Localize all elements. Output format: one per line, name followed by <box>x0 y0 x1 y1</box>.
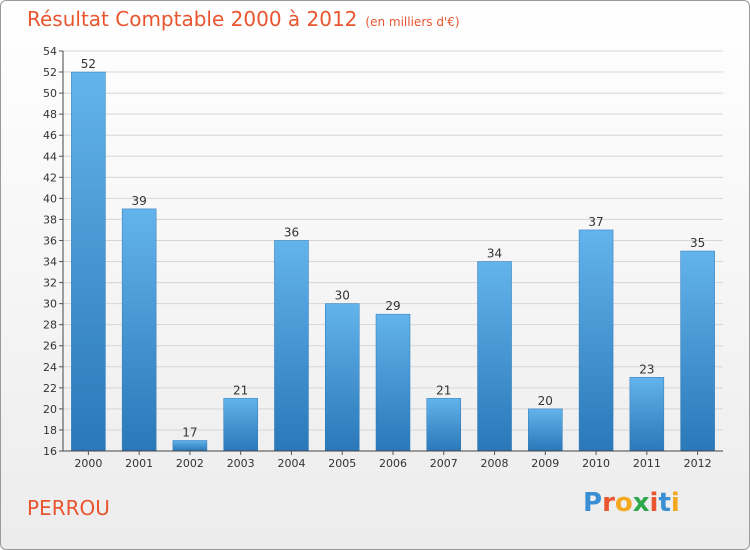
y-tick-label: 34 <box>43 256 57 269</box>
x-tick-label: 2005 <box>328 457 356 470</box>
y-tick-label: 24 <box>43 361 57 374</box>
x-tick-label: 2011 <box>633 457 661 470</box>
y-tick-label: 42 <box>43 171 57 184</box>
y-tick-label: 50 <box>43 87 57 100</box>
logo-letter: P <box>583 488 603 518</box>
bar-2011 <box>629 377 665 452</box>
x-tick-label: 2009 <box>531 457 559 470</box>
bar-2010 <box>578 229 614 452</box>
x-tick-label: 2012 <box>684 457 712 470</box>
y-tick-label: 46 <box>43 129 57 142</box>
bars: 52 39 17 21 36 30 29 21 34 20 37 23 35 <box>71 57 715 452</box>
bar-value-label: 20 <box>538 394 553 408</box>
bar-2007 <box>426 398 462 452</box>
x-tick-label: 2007 <box>430 457 458 470</box>
bar-2002 <box>172 440 208 452</box>
bar-value-label: 21 <box>233 383 248 397</box>
y-tick-label: 52 <box>43 66 57 79</box>
y-tick-label: 16 <box>43 445 57 458</box>
bar-value-label: 30 <box>335 289 350 303</box>
y-tick-label: 32 <box>43 277 57 290</box>
chart-title: Résultat Comptable 2000 à 2012 (en millie… <box>27 7 460 31</box>
y-tick-label: 40 <box>43 192 57 205</box>
location-name: PERROU <box>27 496 110 520</box>
x-tick-label: 2002 <box>176 457 204 470</box>
bar-2006 <box>375 313 411 452</box>
y-tick-label: 26 <box>43 340 57 353</box>
bar-value-label: 52 <box>81 57 96 71</box>
y-tick-label: 54 <box>43 45 57 58</box>
y-tick-label: 36 <box>43 234 57 247</box>
x-tick-label: 2001 <box>125 457 153 470</box>
bar-value-label: 37 <box>588 215 603 229</box>
axes: 16 18 20 22 24 26 28 30 32 34 36 38 40 42 44 46 48 50 52 54… <box>43 45 723 470</box>
y-tick-label: 18 <box>43 424 57 437</box>
proxiti-logo: Proxiti <box>583 488 680 518</box>
x-tick-label: 2000 <box>74 457 102 470</box>
bar-value-label: 21 <box>436 383 451 397</box>
y-tick-label: 22 <box>43 382 57 395</box>
bar-2001 <box>121 208 157 452</box>
y-tick-label: 30 <box>43 298 57 311</box>
x-tick-label: 2008 <box>481 457 509 470</box>
bar-2003 <box>223 398 258 452</box>
x-tick-label: 2003 <box>227 457 255 470</box>
chart-subtitle: (en milliers d'€) <box>365 15 460 29</box>
logo-letter: t <box>658 488 671 518</box>
logo-letter: o <box>614 488 633 518</box>
logo-letter: x <box>632 488 650 518</box>
y-tick-label: 28 <box>43 319 57 332</box>
bar-value-label: 39 <box>132 194 147 208</box>
bar-value-label: 17 <box>182 425 197 439</box>
bar-2000 <box>71 71 106 452</box>
bar-value-label: 29 <box>385 299 400 313</box>
x-tick-label: 2004 <box>277 457 305 470</box>
bar-value-label: 23 <box>639 362 654 376</box>
bar-2012 <box>680 250 715 452</box>
bar-value-label: 35 <box>690 236 705 250</box>
chart-title-text: Résultat Comptable 2000 à 2012 <box>27 7 358 31</box>
bar-value-label: 36 <box>284 225 299 239</box>
bar-2005 <box>324 303 360 452</box>
bar-2008 <box>477 261 512 452</box>
y-tick-label: 20 <box>43 403 57 416</box>
y-tick-label: 44 <box>43 150 57 163</box>
x-tick-label: 2010 <box>582 457 610 470</box>
logo-letter: i <box>670 488 680 518</box>
bar-2009 <box>528 408 563 452</box>
y-tick-label: 38 <box>43 213 57 226</box>
bar-2004 <box>274 240 309 452</box>
y-tick-label: 48 <box>43 108 57 121</box>
bar-value-label: 34 <box>487 247 502 261</box>
logo-letter: i <box>649 488 659 518</box>
x-tick-label: 2006 <box>379 457 407 470</box>
logo-letter: r <box>602 488 615 518</box>
